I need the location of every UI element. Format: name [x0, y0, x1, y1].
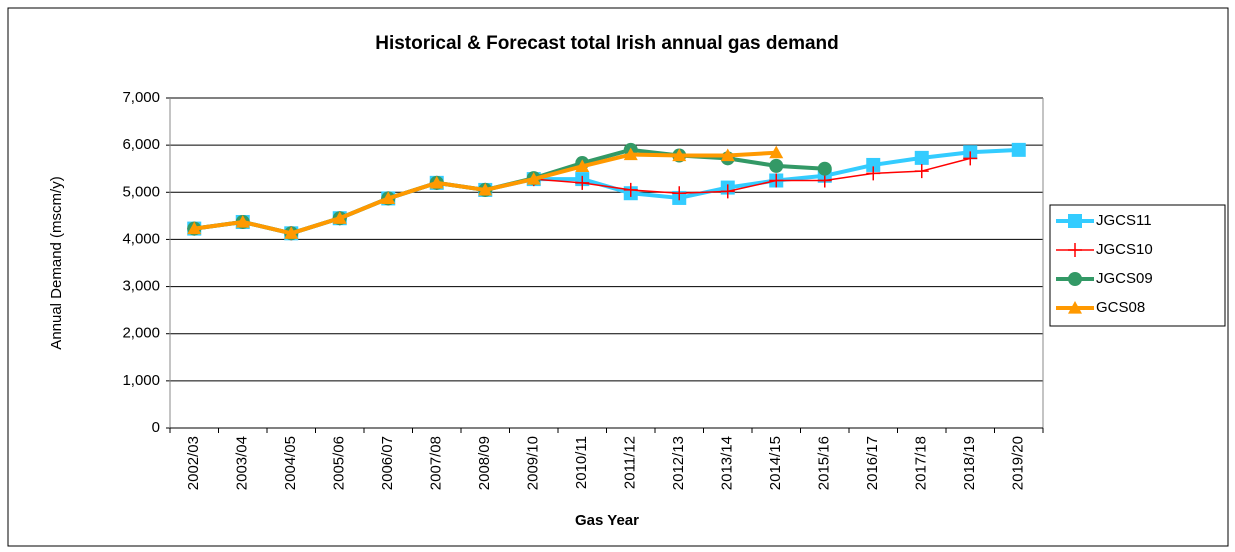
y-tick-label: 7,000: [122, 89, 160, 106]
marker: [332, 211, 347, 224]
y-tick-label: 5,000: [122, 183, 160, 200]
legend-label: JGCS10: [1096, 241, 1153, 258]
marker: [914, 150, 929, 165]
marker: [284, 226, 299, 239]
legend: JGCS11 JGCS10 JGCS09 GCS08: [1049, 204, 1226, 327]
x-tick-label: 2010/11: [573, 436, 590, 489]
marker: [623, 182, 638, 197]
marker: [381, 191, 396, 205]
marker: [672, 148, 687, 162]
legend-label: GCS08: [1096, 299, 1145, 316]
chart-title: Historical & Forecast total Irish annual…: [375, 33, 839, 54]
marker: [817, 173, 832, 188]
x-tick-label: 2005/06: [331, 436, 348, 490]
legend-marker: [1068, 301, 1082, 314]
x-tick-label: 2016/17: [864, 436, 881, 490]
x-axis-label: Gas Year: [575, 512, 639, 529]
legend-label: JGCS11: [1096, 212, 1152, 229]
marker: [914, 164, 929, 179]
legend-label: JGCS09: [1096, 270, 1153, 287]
marker: [769, 158, 784, 173]
y-tick-label: 4,000: [122, 230, 160, 247]
marker: [235, 214, 250, 228]
marker: [720, 184, 735, 199]
marker: [623, 147, 638, 161]
x-tick-label: 2004/05: [282, 436, 299, 490]
x-tick-label: 2009/10: [525, 436, 542, 490]
legend-marker: [1068, 214, 1082, 228]
x-tick-label: 2015/16: [816, 436, 833, 490]
x-tick-label: 2019/20: [1010, 436, 1027, 490]
marker: [575, 175, 590, 190]
y-tick-label: 2,000: [122, 325, 160, 342]
marker: [1011, 142, 1026, 157]
marker: [769, 145, 784, 159]
x-tick-label: 2013/14: [719, 436, 736, 490]
x-tick-label: 2002/03: [185, 436, 202, 490]
marker: [769, 173, 784, 188]
marker: [672, 186, 687, 201]
x-tick-label: 2014/15: [767, 436, 784, 490]
marker: [575, 159, 590, 172]
marker: [429, 175, 444, 189]
legend-marker: [1068, 243, 1082, 257]
x-tick-label: 2007/08: [428, 436, 445, 490]
y-tick-label: 0: [152, 419, 160, 436]
x-tick-label: 2017/18: [913, 436, 930, 490]
marker: [866, 157, 881, 172]
y-axis-label: Annual Demand (mscm/y): [48, 176, 65, 349]
x-tick-label: 2011/12: [622, 436, 639, 489]
legend-marker: [1068, 272, 1082, 286]
marker: [187, 221, 202, 235]
marker: [720, 148, 735, 162]
marker: [478, 182, 493, 196]
x-tick-label: 2008/09: [476, 436, 493, 490]
y-tick-label: 1,000: [122, 372, 160, 389]
x-tick-label: 2018/19: [961, 436, 978, 490]
x-tick-label: 2003/04: [234, 436, 251, 490]
marker: [963, 151, 978, 166]
x-tick-label: 2012/13: [670, 436, 687, 490]
y-tick-label: 6,000: [122, 136, 160, 153]
marker: [817, 161, 832, 176]
marker: [866, 166, 881, 181]
x-tick-label: 2006/07: [379, 436, 396, 490]
y-tick-label: 3,000: [122, 278, 160, 295]
marker: [526, 172, 541, 185]
